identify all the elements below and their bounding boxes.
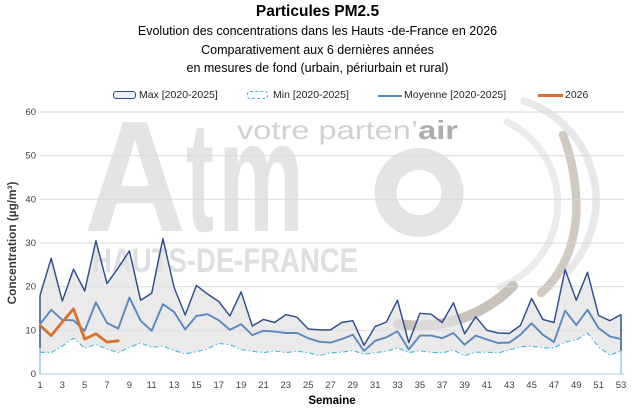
svg-text:Concentration (µg/m³): Concentration (µg/m³)	[5, 182, 19, 305]
svg-text:m: m	[218, 89, 304, 265]
svg-text:27: 27	[325, 380, 336, 391]
svg-text:25: 25	[303, 380, 314, 391]
svg-text:29: 29	[348, 380, 359, 391]
svg-text:21: 21	[258, 380, 269, 391]
svg-text:HAUTS-DE-FRANCE: HAUTS-DE-FRANCE	[92, 242, 358, 280]
svg-text:41: 41	[482, 380, 493, 391]
svg-text:9: 9	[127, 380, 132, 391]
svg-text:39: 39	[459, 380, 470, 391]
svg-text:votre parten’air: votre parten’ air	[237, 115, 458, 145]
svg-text:23: 23	[281, 380, 292, 391]
svg-text:0: 0	[31, 369, 36, 380]
svg-text:49: 49	[571, 380, 582, 391]
svg-text:10: 10	[25, 325, 36, 336]
svg-text:43: 43	[504, 380, 515, 391]
svg-text:37: 37	[437, 380, 448, 391]
svg-text:33: 33	[392, 380, 403, 391]
svg-text:51: 51	[593, 380, 604, 391]
svg-text:1: 1	[37, 380, 42, 391]
svg-text:60: 60	[25, 107, 36, 118]
svg-text:50: 50	[25, 151, 36, 162]
svg-text:3: 3	[60, 380, 65, 391]
svg-text:15: 15	[191, 380, 202, 391]
svg-text:7: 7	[104, 380, 109, 391]
svg-text:11: 11	[147, 380, 157, 391]
svg-text:Semaine: Semaine	[308, 395, 355, 407]
svg-text:31: 31	[370, 380, 381, 391]
svg-text:20: 20	[25, 282, 36, 293]
svg-text:30: 30	[25, 238, 36, 249]
svg-text:40: 40	[25, 194, 36, 205]
svg-text:45: 45	[526, 380, 537, 391]
svg-text:A: A	[84, 89, 186, 265]
svg-text:5: 5	[82, 380, 87, 391]
svg-text:19: 19	[236, 380, 247, 391]
svg-text:13: 13	[169, 380, 180, 391]
svg-text:t: t	[186, 89, 214, 265]
svg-text:35: 35	[415, 380, 426, 391]
svg-text:47: 47	[549, 380, 560, 391]
svg-text:53: 53	[616, 380, 627, 391]
svg-text:17: 17	[214, 380, 225, 391]
